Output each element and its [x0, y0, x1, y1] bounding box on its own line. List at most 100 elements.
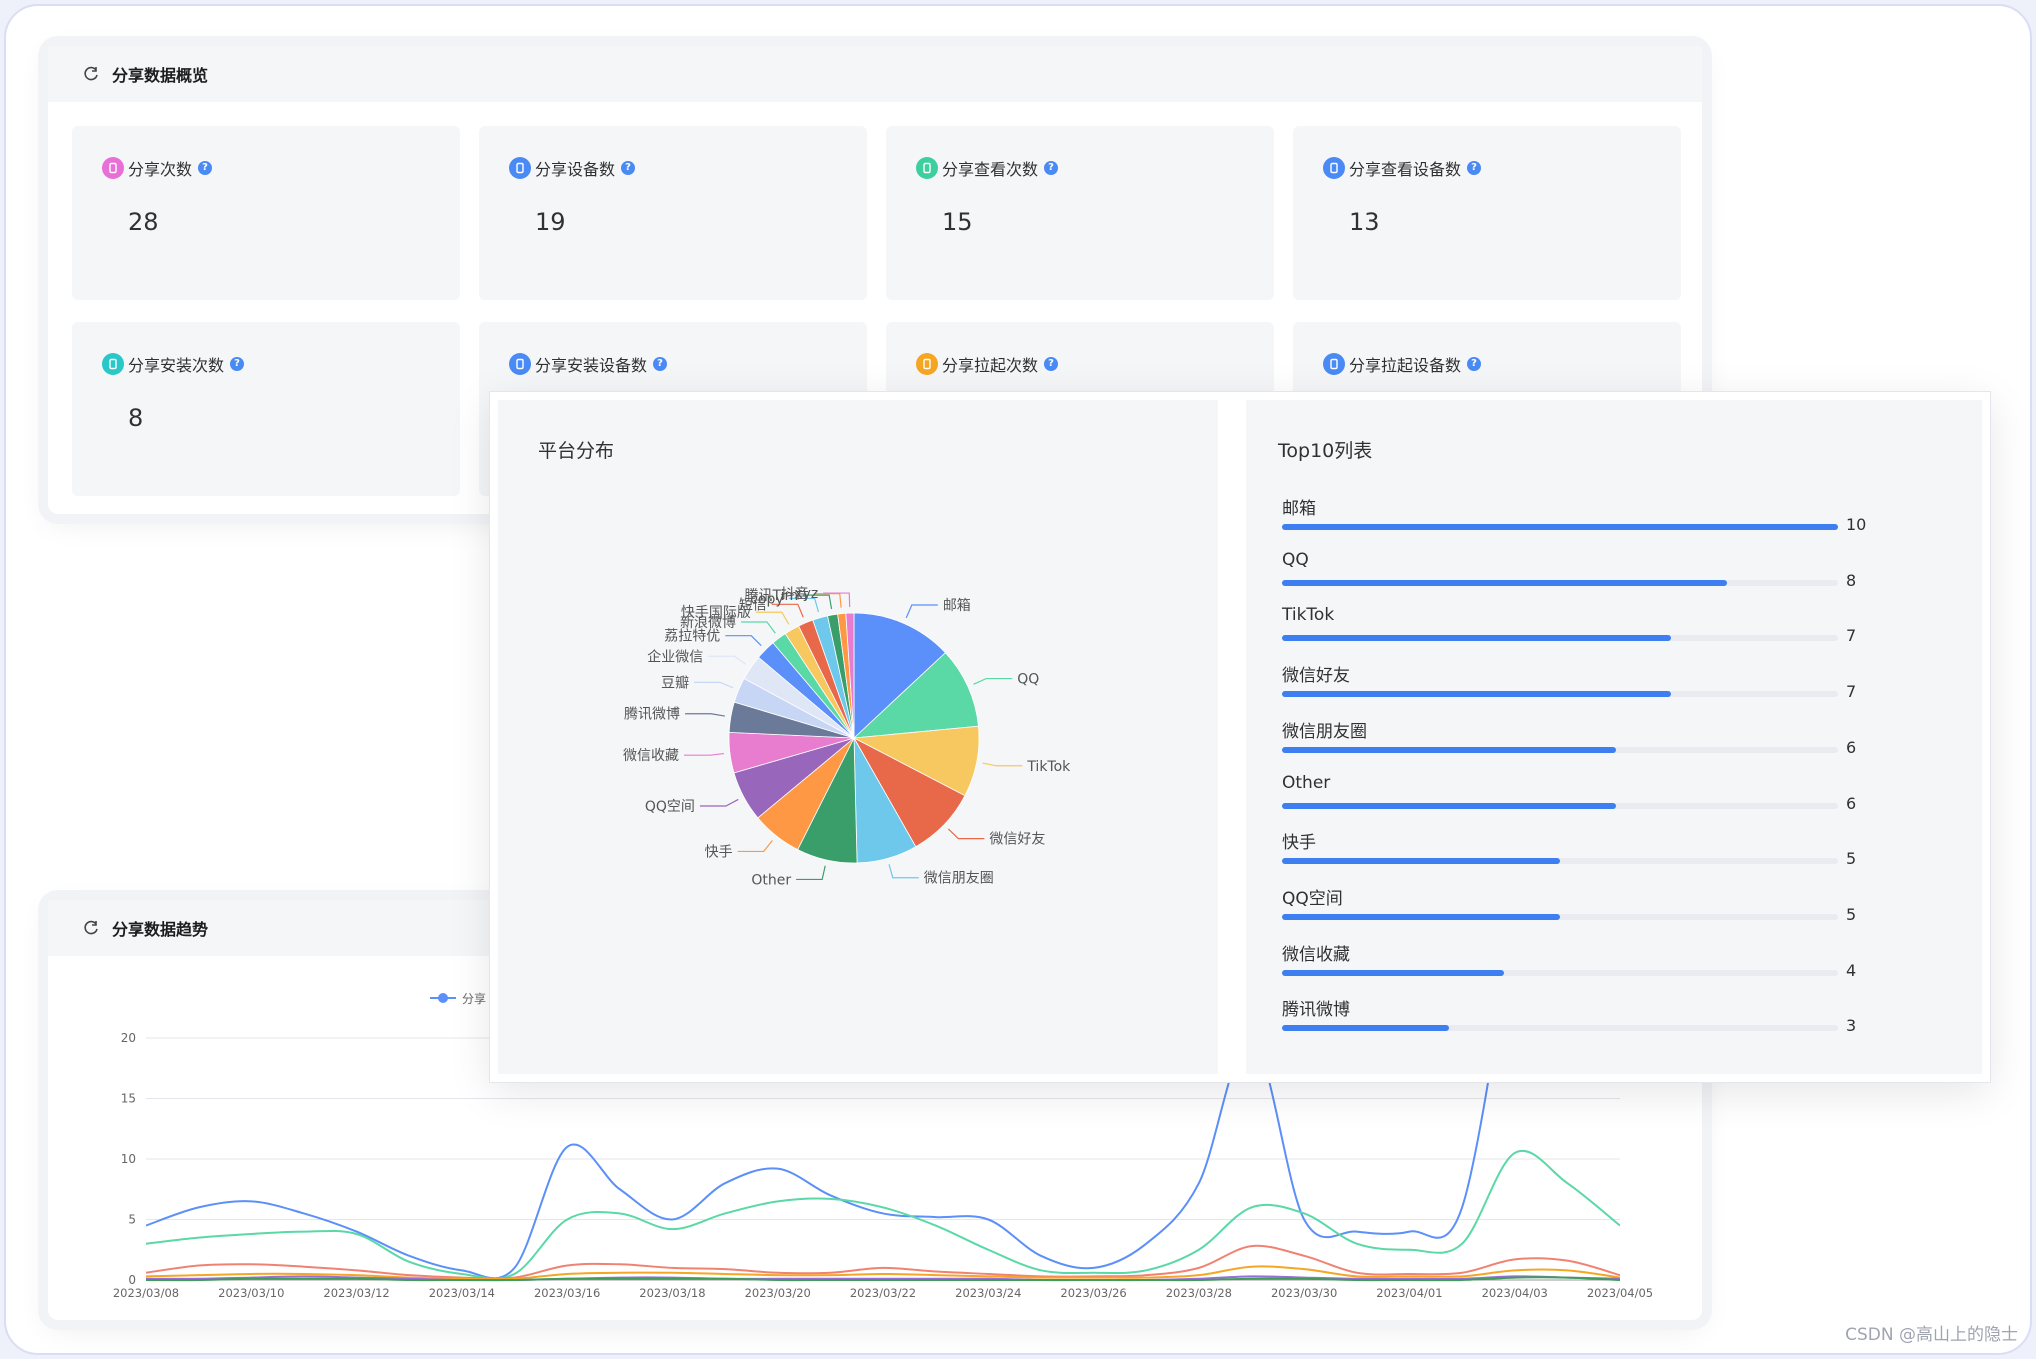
x-tick-label: 2023/04/03	[1482, 1286, 1548, 1300]
overview-title: 分享数据概览	[112, 66, 209, 85]
top10-item-value: 6	[1846, 737, 1857, 757]
pie-label: copy	[750, 591, 783, 607]
x-tick-label: 2023/03/16	[534, 1286, 600, 1300]
pie-label: 微信好友	[989, 832, 1045, 848]
top10-bar-fill	[1282, 524, 1838, 530]
stat-label: 分享拉起设备数	[1349, 356, 1462, 375]
install-icon	[102, 353, 124, 375]
share-icon	[916, 353, 938, 375]
top10-item-name: 微信朋友圈	[1282, 721, 1367, 742]
platform-pane: 平台分布 邮箱 QQ TikTok 微信好友 微信朋友圈 Other 快手 QQ空间 微信收藏 腾…	[498, 400, 1218, 1074]
pie-label-line	[813, 593, 842, 608]
stat-label-row: 分享次数?	[102, 156, 213, 180]
pie-label: QQ空间	[645, 799, 695, 815]
pie-label: 短信	[739, 597, 767, 613]
stat-card: 分享次数? 28	[72, 126, 460, 300]
top10-bar-fill	[1282, 746, 1616, 753]
pie-label-line	[982, 762, 1023, 767]
pie-label-line	[973, 677, 1013, 685]
top10-bar-fill	[1282, 1025, 1449, 1032]
x-tick-label: 2023/03/18	[639, 1286, 705, 1300]
stat-label: 分享次数	[128, 160, 193, 179]
stat-label: 分享安装设备数	[535, 356, 648, 375]
refresh-icon[interactable]	[80, 63, 102, 85]
refresh-icon[interactable]	[80, 917, 102, 939]
pie-slice[interactable]	[845, 612, 855, 739]
top10-bar-track	[1282, 969, 1838, 976]
x-tick-label: 2023/03/20	[745, 1286, 811, 1300]
top10-item-value: 4	[1846, 960, 1857, 980]
y-tick-label: 10	[121, 1152, 136, 1166]
platform-title: 平台分布	[538, 440, 615, 462]
stat-value: 15	[942, 208, 973, 236]
help-icon[interactable]: ?	[1044, 161, 1059, 175]
top10-item: 微信朋友圈 6	[1282, 717, 1902, 773]
distribution-panel: 平台分布 邮箱 QQ TikTok 微信好友 微信朋友圈 Other 快手 QQ空间 微信收藏腾…	[490, 392, 1990, 1082]
stat-value: 19	[535, 208, 566, 236]
stat-label-row: 分享设备数?	[509, 156, 636, 180]
top10-bar-track	[1282, 858, 1838, 865]
pie-label: 腾讯微博	[624, 706, 680, 723]
stat-card: 分享设备数? 19	[479, 126, 867, 300]
x-tick-label: 2023/03/28	[1166, 1286, 1232, 1300]
stat-label-row: 分享拉起设备数?	[1323, 352, 1482, 376]
top10-item-value: 7	[1846, 682, 1857, 702]
top10-bar-track	[1282, 691, 1838, 698]
pie-label-line	[788, 597, 820, 613]
top10-item-name: TikTok	[1282, 605, 1335, 626]
pie-label-line	[685, 713, 725, 717]
pie-label-line	[905, 604, 938, 619]
trend-series-line	[146, 1276, 1620, 1282]
pie-label-line	[694, 681, 734, 689]
pie-label-line	[708, 655, 747, 665]
top10-item-name: 微信收藏	[1282, 944, 1350, 965]
pie-slice[interactable]	[853, 612, 946, 739]
stat-label-row: 分享查看设备数?	[1323, 156, 1482, 180]
top10-bar-track	[1282, 579, 1838, 586]
legend-label[interactable]: 分享	[462, 991, 486, 1006]
top10-bar-fill	[1282, 802, 1616, 809]
x-tick-label: 2023/03/30	[1271, 1286, 1337, 1300]
top10-item-value: 8	[1846, 570, 1857, 590]
pie-label-line	[737, 840, 773, 853]
top10-item: 快手 5	[1282, 828, 1902, 884]
pie-label: 快手国际版	[681, 605, 751, 621]
stat-card: 分享查看次数? 15	[886, 126, 1274, 300]
x-tick-label: 2023/03/22	[850, 1286, 916, 1300]
stat-value: 28	[128, 208, 159, 236]
y-tick-label: 0	[128, 1273, 136, 1287]
top10-item: TikTok 7	[1282, 605, 1902, 661]
pie-label-line	[796, 865, 826, 881]
help-icon[interactable]: ?	[198, 161, 213, 175]
help-icon[interactable]: ?	[653, 357, 668, 371]
trend-series-line	[146, 1265, 1620, 1281]
phone-icon	[509, 157, 531, 179]
pie-label-line	[725, 635, 762, 646]
pie-label-line	[771, 603, 804, 618]
help-icon[interactable]: ?	[230, 357, 245, 371]
stat-label: 分享安装次数	[128, 356, 225, 375]
help-icon[interactable]: ?	[1467, 357, 1482, 371]
top10-item-name: 快手	[1282, 833, 1316, 854]
top10-item-name: Other	[1282, 772, 1331, 793]
stat-label: 分享查看设备数	[1349, 160, 1462, 179]
pie-slice[interactable]	[852, 652, 979, 739]
stat-value: 13	[1349, 208, 1380, 236]
help-icon[interactable]: ?	[1044, 357, 1059, 371]
y-tick-label: 15	[121, 1092, 136, 1106]
stat-label-row: 分享安装次数?	[102, 352, 245, 376]
stat-label-row: 分享查看次数?	[916, 156, 1059, 180]
pie-label: 腾讯Tim	[744, 587, 798, 604]
help-icon[interactable]: ?	[1467, 161, 1482, 175]
pie-label-line	[888, 864, 919, 879]
trend-series-line	[146, 1149, 1620, 1280]
top10-item: QQ 8	[1282, 550, 1902, 606]
pie-label: 企业微信	[647, 648, 703, 665]
stat-card: 分享查看设备数? 13	[1293, 126, 1681, 300]
x-tick-label: 2023/04/01	[1376, 1286, 1442, 1300]
stat-label: 分享查看次数	[942, 160, 1039, 179]
screenshot-frame: 分享数据概览 分享次数? 28 分享设备数? 19 分享查看次数? 15 分享查看设备数? 1…	[4, 4, 2032, 1355]
help-icon[interactable]: ?	[621, 161, 636, 175]
watermark: CSDN @高山上的隐士	[1845, 1325, 2018, 1345]
